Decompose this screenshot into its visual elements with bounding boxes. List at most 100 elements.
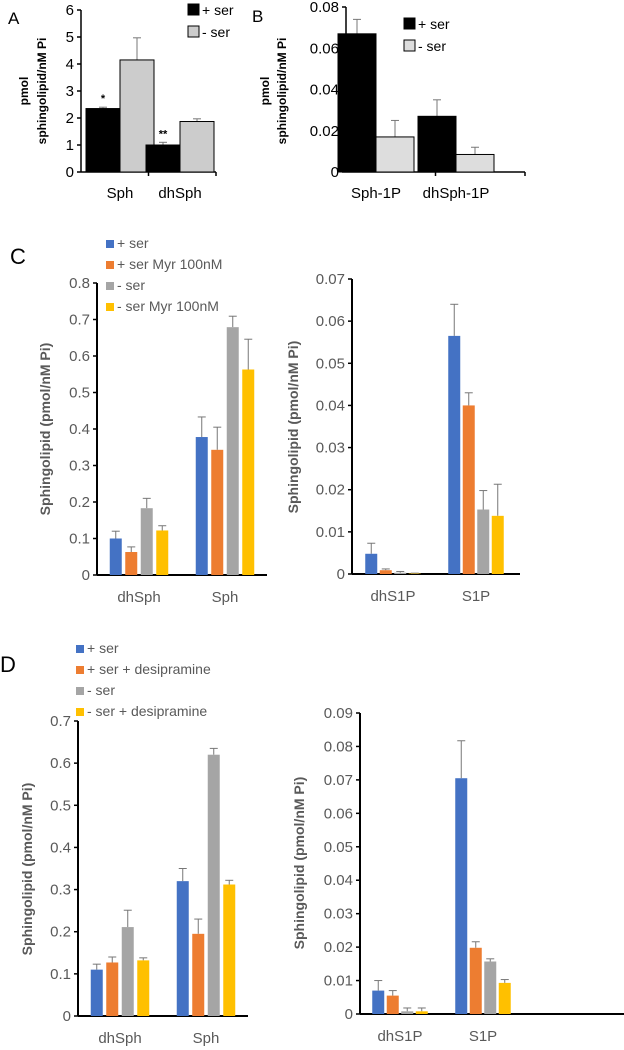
legend-swatch	[403, 17, 416, 30]
y-tick-label: 0.01	[316, 524, 345, 541]
y-tick-label: 0.7	[50, 713, 71, 730]
y-tick-label: 0.1	[50, 966, 71, 983]
bar	[179, 121, 215, 173]
legend-label: - ser + desipramine	[87, 703, 207, 719]
y-tick-label: 0.03	[316, 440, 345, 457]
bar	[106, 962, 119, 1016]
y-tick-label: 0.04	[324, 872, 353, 889]
bar	[455, 153, 495, 173]
legend-label: - ser	[117, 277, 145, 293]
x-tick-label: dhS1P	[377, 1028, 422, 1045]
y-tick-label: 0.1	[69, 531, 90, 548]
legend-label: + ser + desipramine	[87, 661, 211, 677]
x-tick-label: dhSph	[98, 1030, 141, 1047]
bar	[195, 437, 208, 575]
legend-swatch	[106, 261, 114, 269]
significance-marker: *	[101, 93, 106, 105]
y-tick-label: 5	[66, 29, 74, 46]
bar	[121, 927, 134, 1016]
bar	[176, 881, 189, 1016]
chart-4: 0 0.01 0.02 0.03 0.04 0.05 0.06 0.07 Sphingolipi…	[285, 271, 520, 605]
x-tick-label: Sph	[107, 185, 134, 202]
y-axis-title: sphingolipid/nM Pi	[275, 38, 289, 145]
legend-swatch	[187, 25, 200, 38]
legend: + ser - ser	[187, 2, 234, 40]
bar	[448, 335, 461, 574]
y-tick-label: 0.05	[316, 355, 345, 372]
x-tick-label: S1P	[469, 1028, 497, 1045]
y-tick-label: 0.03	[324, 906, 353, 923]
y-tick-label: 0	[337, 566, 345, 583]
y-tick-label: 0.4	[69, 421, 90, 438]
y-tick-label: 0.2	[69, 494, 90, 511]
chart-2: 0 0.02 0.04 0.06 0.08 pmol sphingolipid/nM Pi S…	[258, 0, 526, 202]
bar	[85, 108, 121, 173]
x-tick-label: dhSph	[117, 589, 160, 606]
legend: + ser + ser + desipramine - ser - ser + des…	[76, 640, 211, 719]
bar	[462, 405, 475, 574]
bar	[401, 1011, 414, 1014]
chart-1: 0 1 2 3 4 5 6 pmol sphingolipid/nM Pi Sph * dhSph **…	[17, 2, 234, 202]
bar	[417, 115, 457, 173]
legend: + ser - ser	[403, 16, 450, 54]
y-axis-title: pmol	[258, 77, 272, 106]
y-tick-label: 4	[66, 56, 74, 73]
y-axis-title: Sphingolipid (pmol/nM Pi)	[285, 341, 301, 514]
x-tick-label: dhS1P	[370, 588, 415, 605]
bar	[372, 990, 385, 1014]
y-axis-title: Sphingolipid (pmol/nM Pi)	[19, 783, 35, 956]
y-tick-label: 0.8	[69, 275, 90, 292]
y-tick-label: 0.7	[69, 312, 90, 329]
bar	[145, 144, 181, 173]
y-tick-label: 0	[345, 1006, 353, 1023]
legend-swatch	[76, 645, 84, 653]
legend-label: - ser	[87, 682, 115, 698]
bar	[192, 933, 205, 1016]
bar	[498, 982, 511, 1014]
x-tick-label: Sph	[212, 589, 239, 606]
legend-label: + ser	[87, 640, 119, 656]
y-tick-label: 0.3	[69, 458, 90, 475]
legend-label: - ser	[418, 38, 446, 54]
bar	[90, 969, 103, 1016]
legend-swatch	[106, 240, 114, 248]
bar	[394, 572, 407, 574]
bar	[242, 369, 255, 575]
y-tick-label: 0.2	[50, 924, 71, 941]
significance-marker: **	[159, 128, 168, 140]
chart-6: 0 0.01 0.02 0.03 0.04 0.05 0.06 0.07 0.08 0.09 Sph…	[291, 705, 624, 1045]
panel-label-d: D	[0, 652, 16, 677]
legend-swatch	[76, 666, 84, 674]
y-tick-label: 0.06	[310, 40, 339, 57]
legend-label: + ser	[418, 16, 450, 32]
y-tick-label: 0	[63, 1008, 71, 1025]
bar	[386, 995, 399, 1014]
legend-swatch	[76, 708, 84, 716]
chart-3: 0 0.1 0.2 0.3 0.4 0.5 0.6 0.7 0.8 Sphingolipid (p…	[37, 235, 267, 606]
bar	[211, 449, 224, 575]
legend-swatch	[106, 282, 114, 290]
y-tick-label: 0	[82, 567, 90, 584]
bar	[125, 552, 138, 575]
bar	[140, 508, 153, 575]
bar	[109, 538, 122, 575]
y-axis-title: Sphingolipid (pmol/nM Pi)	[291, 777, 307, 950]
legend-swatch	[76, 687, 84, 695]
bar	[484, 961, 497, 1014]
bar	[455, 778, 468, 1014]
x-tick-label: Sph	[193, 1030, 220, 1047]
bar	[365, 553, 378, 574]
y-tick-label: 0.08	[324, 738, 353, 755]
y-tick-label: 0.06	[316, 313, 345, 330]
x-tick-label: Sph-1P	[351, 185, 401, 202]
y-tick-label: 0.05	[324, 839, 353, 856]
bar	[379, 570, 392, 574]
y-tick-label: 0.6	[69, 348, 90, 365]
y-tick-label: 0.01	[324, 973, 353, 990]
bar	[477, 509, 490, 574]
bar	[223, 884, 236, 1016]
y-tick-label: 0	[331, 164, 339, 181]
y-tick-label: 0.08	[310, 0, 339, 16]
x-tick-label: dhSph	[158, 185, 201, 202]
legend-swatch	[403, 39, 416, 52]
